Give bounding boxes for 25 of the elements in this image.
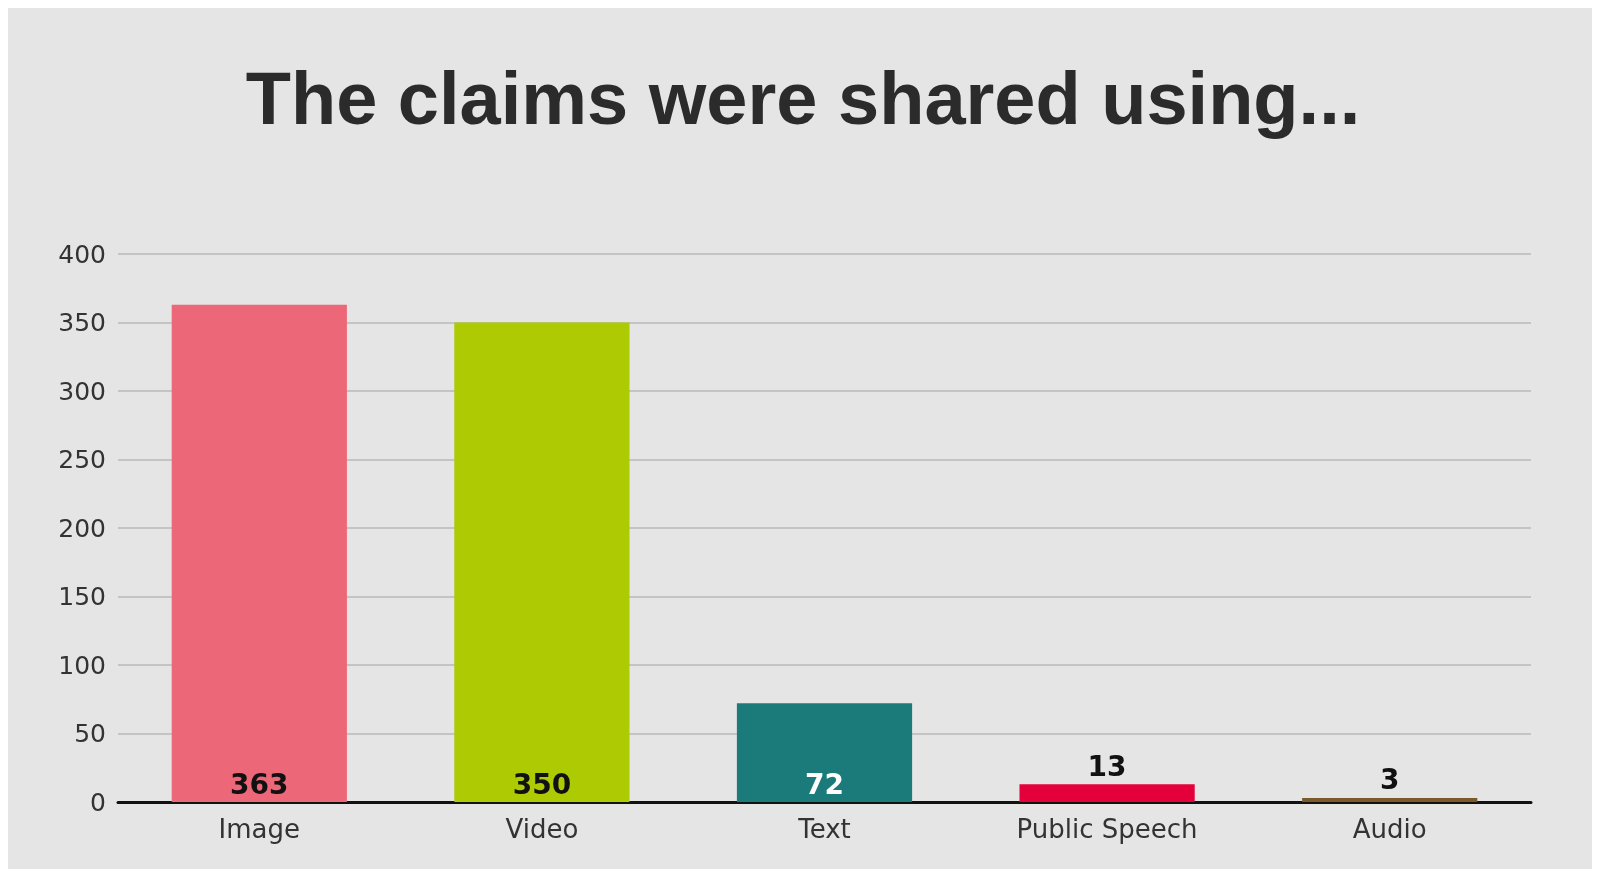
y-tick-label: 50	[74, 719, 106, 748]
x-tick-label: Public Speech	[1016, 814, 1198, 844]
bar	[171, 304, 347, 802]
chart-title: The claims were shared using...	[245, 56, 1361, 140]
bar	[1302, 797, 1478, 802]
y-tick-label: 200	[58, 513, 106, 543]
x-tick-label: Video	[505, 814, 579, 844]
y-tick-label: 300	[58, 376, 106, 406]
y-tick-label: 400	[58, 239, 106, 269]
data-label: 3	[1379, 763, 1400, 797]
x-tick-label: Image	[218, 814, 301, 844]
bar	[736, 703, 913, 802]
y-tick-label: 350	[58, 308, 106, 337]
y-tick-label: 0	[90, 787, 106, 817]
data-label: 13	[1087, 749, 1127, 783]
x-tick-label: Text	[797, 814, 851, 844]
data-label: 363	[230, 767, 289, 801]
y-tick-label: 150	[58, 582, 106, 611]
data-label: 350	[512, 767, 572, 801]
bar	[1019, 784, 1195, 802]
bar	[454, 322, 630, 802]
data-label: 72	[805, 767, 844, 801]
y-tick-label: 250	[58, 445, 106, 474]
x-tick-label: Audio	[1352, 814, 1427, 844]
y-tick-label: 100	[58, 650, 106, 680]
